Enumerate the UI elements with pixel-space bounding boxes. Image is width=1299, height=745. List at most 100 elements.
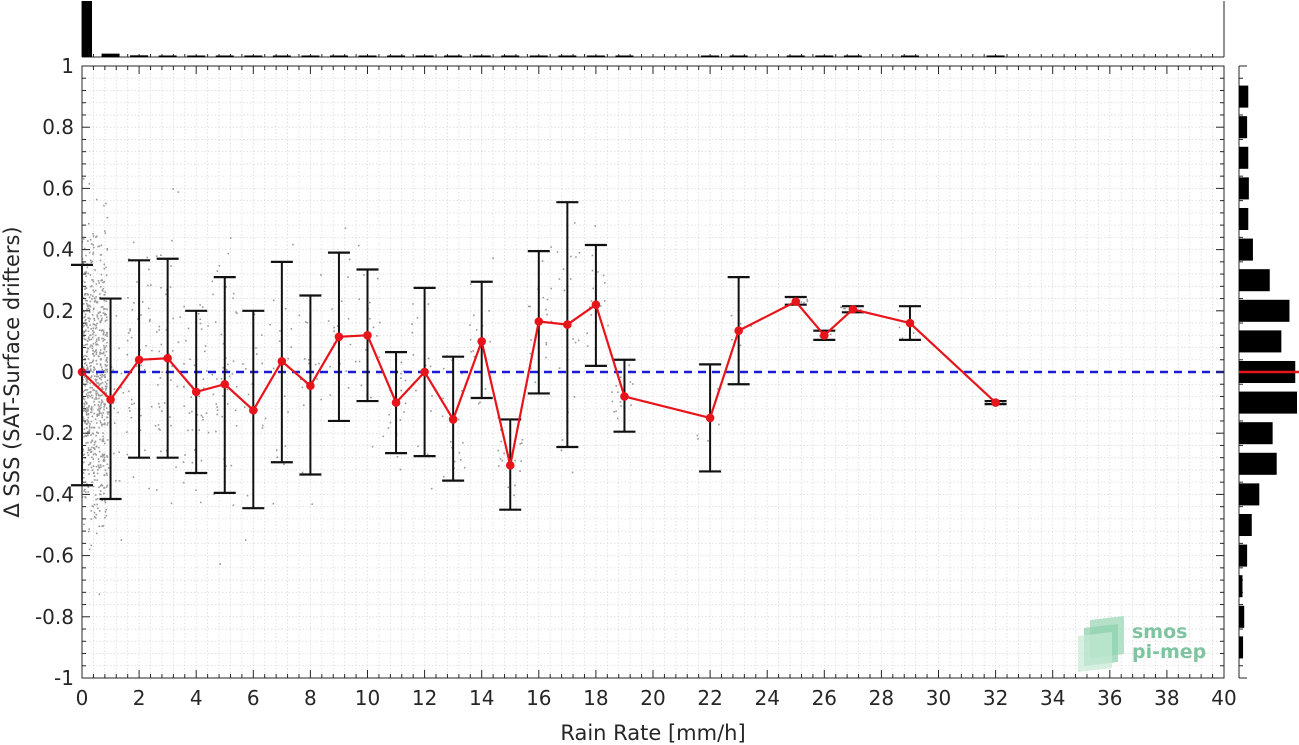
scatter-point (619, 401, 622, 403)
scatter-point (88, 311, 91, 313)
scatter-point (105, 350, 108, 353)
scatter-point (615, 410, 617, 413)
scatter-point (104, 371, 106, 374)
scatter-point (160, 450, 162, 453)
scatter-point (83, 303, 85, 305)
scatter-point (104, 368, 107, 371)
scatter-point (333, 326, 335, 329)
scatter-point (93, 443, 96, 446)
scatter-point (800, 301, 803, 303)
scatter-point (545, 343, 548, 346)
scatter-point (140, 364, 143, 367)
scatter-point (85, 275, 87, 278)
scatter-point (83, 338, 86, 340)
scatter-point (514, 484, 516, 487)
scatter-point (716, 388, 719, 390)
mean-point (563, 320, 572, 329)
scatter-point (497, 465, 500, 467)
scatter-point (86, 451, 89, 454)
scatter-point (87, 416, 90, 419)
scatter-point (303, 404, 305, 407)
scatter-point (97, 245, 99, 248)
right-hist-bar (1239, 146, 1249, 169)
scatter-point (118, 480, 121, 482)
scatter-point (87, 447, 90, 449)
scatter-point (101, 394, 104, 396)
scatter-point (441, 415, 444, 418)
scatter-point (171, 365, 173, 368)
scatter-point (92, 253, 94, 255)
scatter-point (336, 325, 339, 327)
scatter-point (90, 334, 92, 336)
scatter-point (272, 502, 275, 505)
scatter-point (91, 505, 94, 507)
scatter-point (199, 304, 201, 306)
right-hist-bar (1239, 575, 1243, 598)
scatter-point (92, 289, 95, 292)
scatter-point (118, 451, 120, 454)
scatter-point (101, 374, 103, 376)
scatter-point (231, 373, 234, 375)
scatter-point (94, 378, 97, 381)
scatter-point (573, 222, 576, 224)
scatter-point (101, 456, 103, 458)
scatter-point (89, 324, 92, 326)
scatter-point (94, 517, 97, 519)
scatter-point (575, 256, 577, 258)
scatter-point (86, 308, 88, 310)
scatter-point (102, 435, 104, 438)
x-tick-label: 16 (526, 686, 551, 710)
scatter-point (126, 339, 129, 342)
scatter-point (183, 362, 185, 365)
scatter-point (104, 469, 107, 472)
scatter-point (91, 432, 94, 435)
scatter-point (545, 342, 548, 344)
scatter-point (287, 357, 289, 360)
scatter-point (400, 372, 402, 375)
scatter-point (106, 411, 109, 413)
scatter-point (82, 390, 85, 393)
scatter-point (95, 431, 98, 434)
scatter-point (95, 396, 97, 399)
scatter-point (95, 198, 98, 201)
scatter-point (87, 409, 89, 411)
scatter-point (100, 359, 102, 361)
right-hist-bar (1239, 544, 1248, 567)
scatter-point (91, 481, 93, 483)
scatter-point (308, 362, 310, 365)
scatter-point (388, 413, 390, 416)
scatter-point (148, 320, 151, 323)
scatter-point (599, 305, 602, 307)
scatter-point (84, 338, 87, 341)
scatter-point (530, 339, 532, 341)
mean-point (591, 300, 601, 309)
scatter-point (87, 491, 90, 493)
scatter-point (103, 406, 105, 408)
scatter-point (96, 343, 98, 346)
scatter-point (102, 333, 105, 335)
scatter-point (430, 487, 433, 490)
scatter-point (94, 341, 97, 344)
scatter-point (102, 454, 104, 457)
scatter-point (222, 342, 225, 345)
scatter-point (83, 453, 86, 456)
scatter-point (86, 350, 89, 352)
right-hist-bar (1239, 207, 1249, 231)
scatter-point (500, 440, 502, 443)
scatter-point (106, 319, 108, 321)
scatter-point (107, 467, 110, 469)
scatter-point (144, 449, 146, 452)
scatter-point (806, 299, 809, 301)
scatter-point (358, 360, 361, 363)
scatter-point (214, 321, 217, 323)
scatter-point (191, 461, 194, 464)
scatter-point (617, 391, 619, 394)
scatter-point (333, 330, 335, 332)
top-hist-bar (900, 55, 919, 57)
scatter-point (202, 378, 205, 381)
scatter-point (131, 309, 134, 311)
scatter-point (216, 409, 219, 412)
scatter-point (101, 440, 104, 443)
scatter-point (202, 418, 204, 421)
scatter-point (376, 277, 379, 280)
